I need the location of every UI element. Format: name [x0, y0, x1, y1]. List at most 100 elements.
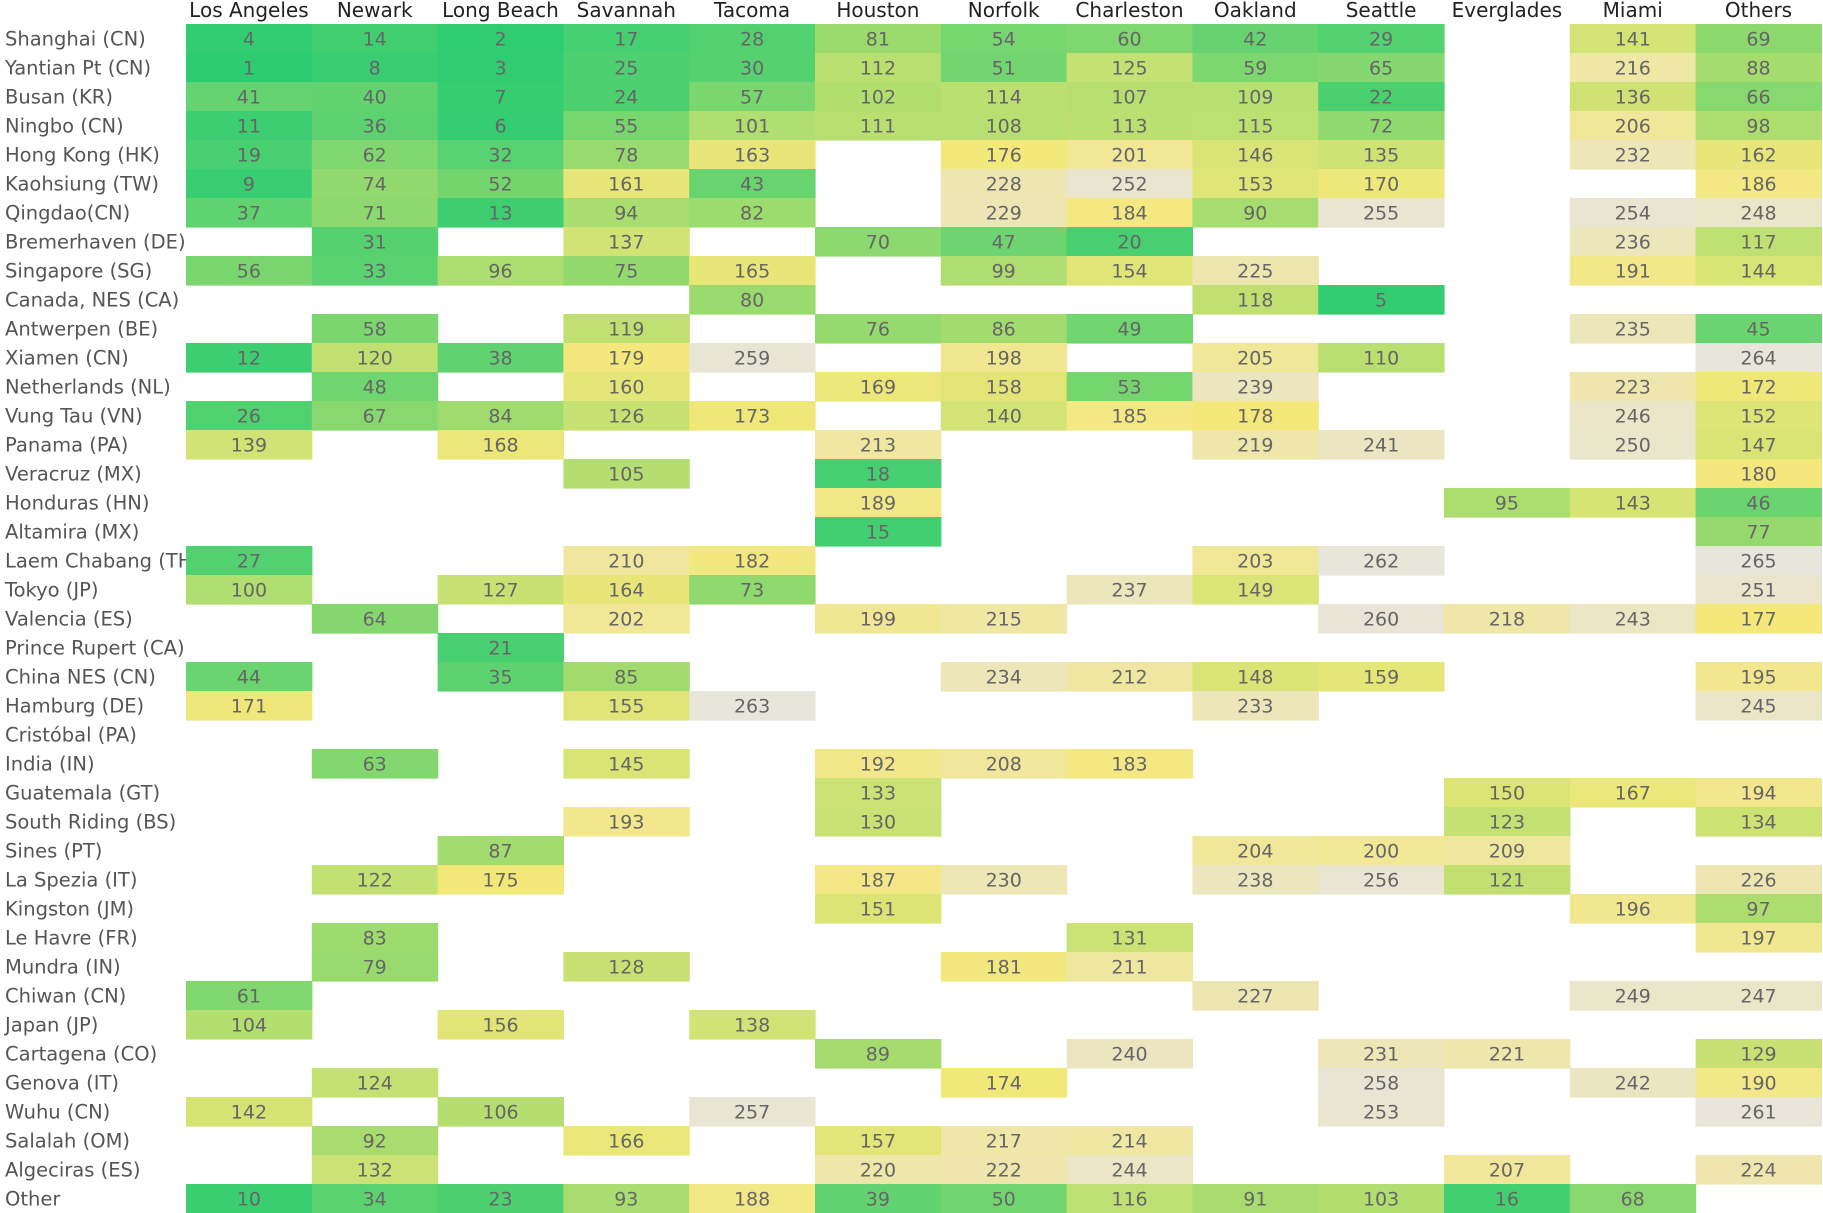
heatmap-cell	[437, 575, 564, 605]
cell-value-label: 163	[734, 145, 770, 167]
row-label-canada-nes-ca: Canada, NES (CA)	[5, 289, 179, 312]
cell-value-label: 51	[992, 58, 1016, 80]
heatmap-cell	[1569, 1068, 1697, 1098]
cell-value-label: 112	[860, 58, 896, 80]
cell-value-label: 102	[860, 87, 896, 109]
heatmap-cell	[437, 53, 564, 83]
heatmap-cell	[815, 1155, 942, 1185]
cell-value-label: 149	[1237, 580, 1273, 602]
cell-value-label: 182	[734, 551, 770, 573]
cell-value-label: 168	[482, 435, 518, 457]
cell-value-label: 257	[734, 1102, 770, 1124]
cell-value-label: 128	[608, 957, 644, 979]
heatmap-cell	[1066, 198, 1193, 228]
cell-value-label: 206	[1615, 116, 1651, 138]
cell-value-label: 166	[608, 1131, 644, 1153]
cell-value-label: 141	[1615, 29, 1651, 51]
cell-value-label: 83	[363, 928, 387, 950]
cell-value-label: 114	[986, 87, 1022, 109]
cell-value-label: 21	[488, 638, 512, 660]
cell-value-label: 225	[1237, 261, 1273, 283]
heatmap-cell	[1066, 140, 1193, 170]
heatmap-cell	[563, 53, 690, 83]
cell-value-label: 176	[986, 145, 1022, 167]
cell-value-label: 261	[1740, 1102, 1776, 1124]
cell-value-label: 198	[986, 348, 1022, 370]
heatmap-cell	[1695, 256, 1822, 286]
cell-value-label: 70	[866, 232, 890, 254]
heatmap-cell	[815, 459, 942, 489]
cell-value-label: 4	[243, 29, 255, 51]
heatmap-cell	[1569, 314, 1697, 344]
cell-value-label: 113	[1111, 116, 1147, 138]
heatmap-cell	[186, 575, 313, 605]
heatmap-cell	[186, 256, 313, 286]
row-label-crist-bal-pa: Cristóbal (PA)	[5, 724, 137, 747]
heatmap-cell	[311, 372, 439, 402]
heatmap-cell	[311, 1155, 439, 1185]
cell-value-label: 207	[1489, 1160, 1525, 1182]
cell-value-label: 175	[482, 870, 518, 892]
heatmap-cell	[1318, 1068, 1445, 1098]
row-label-guatemala-gt: Guatemala (GT)	[5, 782, 160, 805]
heatmap-cell	[437, 662, 564, 692]
cell-value-label: 5	[1375, 290, 1387, 312]
heatmap-cell	[1695, 604, 1822, 634]
row-label-panama-pa: Panama (PA)	[5, 434, 128, 457]
cell-value-label: 81	[866, 29, 890, 51]
heatmap-cell	[689, 343, 816, 373]
heatmap-cell	[563, 227, 690, 257]
cell-value-label: 105	[608, 464, 644, 486]
heatmap-cell	[689, 1097, 816, 1127]
cell-value-label: 250	[1615, 435, 1651, 457]
heatmap-cell	[563, 169, 690, 199]
heatmap-cell	[186, 343, 313, 373]
row-label-kingston-jm: Kingston (JM)	[5, 898, 134, 921]
heatmap-cell	[563, 111, 690, 141]
cell-value-label: 124	[357, 1073, 393, 1095]
heatmap-cell	[311, 111, 439, 141]
heatmap-cell	[1318, 140, 1445, 170]
heatmap-cell	[1695, 82, 1822, 112]
cell-value-label: 109	[1237, 87, 1273, 109]
heatmap-cell	[1066, 227, 1193, 257]
cell-value-label: 254	[1615, 203, 1651, 225]
cell-value-label: 74	[363, 174, 387, 196]
cell-value-label: 36	[363, 116, 387, 138]
heatmap-cell	[815, 227, 942, 257]
heatmap-cell	[1444, 1155, 1571, 1185]
cell-value-label: 82	[740, 203, 764, 225]
cell-value-label: 104	[231, 1015, 267, 1037]
heatmap-cell	[689, 401, 816, 431]
heatmap-cell	[311, 24, 439, 54]
cell-value-label: 107	[1111, 87, 1147, 109]
cell-value-label: 246	[1615, 406, 1651, 428]
heatmap-cell	[1695, 24, 1822, 54]
heatmap-cell	[815, 314, 942, 344]
cell-value-label: 35	[488, 667, 512, 689]
heatmap-cell	[1695, 372, 1822, 402]
cell-value-label: 11	[237, 116, 261, 138]
heatmap-cell	[815, 604, 942, 634]
cell-value-label: 24	[614, 87, 638, 109]
cell-value-label: 222	[986, 1160, 1022, 1182]
heatmap-cell	[815, 1039, 942, 1069]
cell-value-label: 76	[866, 319, 890, 341]
heatmap-cell	[563, 952, 690, 982]
cell-value-label: 19	[237, 145, 261, 167]
cell-value-label: 95	[1495, 493, 1519, 515]
heatmap-cell	[1695, 488, 1822, 518]
heatmap-cell	[1318, 343, 1445, 373]
heatmap-cells: 4 14 2 17 28 81 54 60 42 29 141 691 8 3 25 30 112 51 125 59…	[186, 24, 1822, 1213]
heatmap-cell	[1066, 401, 1193, 431]
cell-value-label: 180	[1740, 464, 1776, 486]
heatmap-cell	[1444, 778, 1571, 808]
heatmap-cell	[1318, 1039, 1445, 1069]
heatmap-cell	[1192, 24, 1319, 54]
heatmap-cell	[815, 807, 942, 837]
heatmap-cell	[1066, 82, 1193, 112]
heatmap-cell	[1569, 778, 1697, 808]
cell-value-label: 191	[1615, 261, 1651, 283]
heatmap-cell	[940, 314, 1068, 344]
